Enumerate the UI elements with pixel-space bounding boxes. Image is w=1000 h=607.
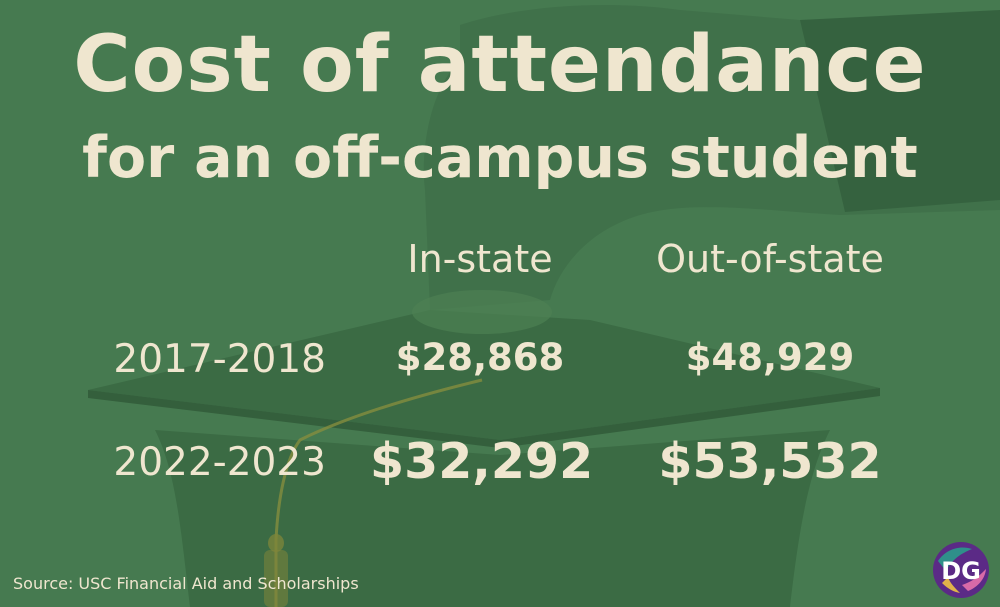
- svg-text:DG: DG: [941, 557, 981, 585]
- page-title: Cost of attendance: [73, 20, 927, 110]
- dg-logo: DG: [933, 542, 989, 598]
- row-label-2022-2023: 2022-2023: [113, 440, 326, 485]
- row-label-2017-2018: 2017-2018: [113, 337, 326, 382]
- cost-2022-2023-out-of-state: $53,532: [658, 433, 882, 490]
- column-header-in-state: In-state: [407, 237, 553, 281]
- source-credit: Source: USC Financial Aid and Scholarshi…: [13, 574, 359, 593]
- column-header-out-of-state: Out-of-state: [656, 237, 884, 281]
- cost-2022-2023-in-state: $32,292: [370, 433, 594, 490]
- cost-2017-2018-in-state: $28,868: [395, 336, 565, 379]
- page-subtitle: for an off-campus student: [82, 125, 918, 191]
- cost-2017-2018-out-of-state: $48,929: [685, 336, 855, 379]
